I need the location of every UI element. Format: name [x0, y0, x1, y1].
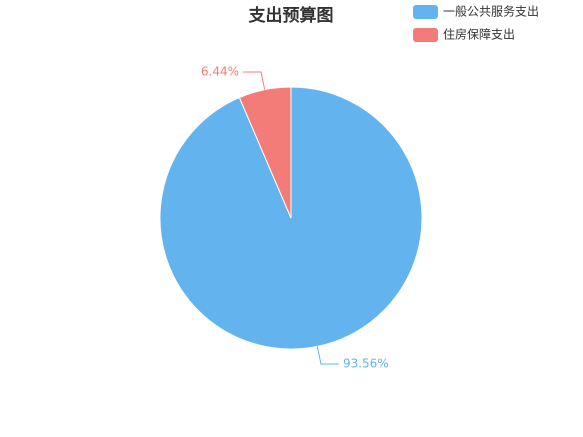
legend-label: 住房保障支出 — [443, 27, 515, 42]
leader-line — [316, 346, 339, 365]
legend-swatch — [413, 5, 438, 19]
chart-title: 支出预算图 — [249, 5, 334, 26]
data-label: 93.56% — [343, 356, 389, 370]
legend-swatch — [413, 28, 438, 42]
leader-line — [243, 71, 266, 90]
data-label: 6.44% — [201, 65, 239, 79]
legend-label: 一般公共服务支出 — [443, 4, 539, 19]
